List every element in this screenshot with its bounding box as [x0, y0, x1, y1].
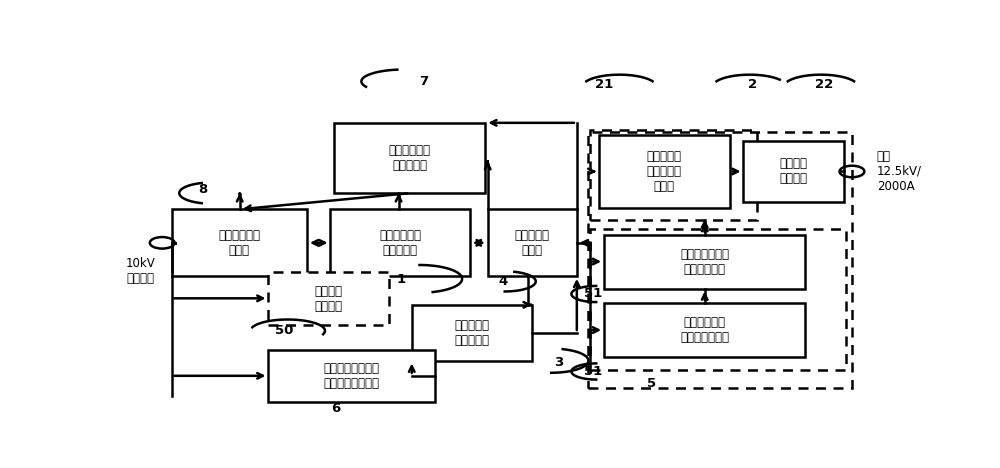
- Text: 静止无功补偿
及有源滤波部件: 静止无功补偿 及有源滤波部件: [680, 316, 729, 344]
- Text: 21: 21: [595, 79, 613, 91]
- Bar: [334, 123, 485, 193]
- Text: 8: 8: [198, 183, 207, 196]
- Bar: [590, 229, 846, 370]
- Bar: [412, 305, 532, 361]
- Text: 4: 4: [499, 275, 508, 288]
- Bar: [330, 209, 470, 276]
- Text: 51: 51: [584, 365, 602, 378]
- Bar: [488, 209, 577, 276]
- Text: 直流融冰装
置总控制器: 直流融冰装 置总控制器: [454, 319, 489, 347]
- Text: 6: 6: [331, 402, 340, 415]
- Text: 50: 50: [275, 324, 294, 337]
- Bar: [743, 141, 844, 202]
- Text: 5: 5: [647, 377, 657, 390]
- Bar: [604, 234, 805, 289]
- Bar: [268, 350, 435, 402]
- Bar: [604, 303, 805, 357]
- Text: 51: 51: [584, 287, 602, 300]
- Text: 低谐波直流
融冰电压转
换部件: 低谐波直流 融冰电压转 换部件: [647, 150, 682, 193]
- Bar: [268, 272, 388, 325]
- Text: 定阻抗低损耗
连接变压器: 定阻抗低损耗 连接变压器: [379, 229, 421, 256]
- Text: 运行模式转
换装置: 运行模式转 换装置: [515, 229, 550, 256]
- Text: 部件故障分析
与诊断装置: 部件故障分析 与诊断装置: [389, 144, 431, 172]
- Text: 1: 1: [396, 273, 405, 286]
- Bar: [588, 132, 852, 388]
- Text: 融冰线路
切换装置: 融冰线路 切换装置: [780, 157, 808, 185]
- Text: 静止无功补偿及
有源滤波部件: 静止无功补偿及 有源滤波部件: [680, 248, 729, 276]
- Bar: [172, 209, 307, 276]
- Text: 3: 3: [554, 356, 564, 369]
- Text: 10kV
交流母线: 10kV 交流母线: [126, 257, 155, 285]
- Text: 过流及过压保
护装置: 过流及过压保 护装置: [218, 229, 260, 256]
- Bar: [590, 130, 757, 220]
- Bar: [599, 135, 730, 207]
- Text: 2: 2: [748, 79, 757, 91]
- Text: 电容器与
电抗器组: 电容器与 电抗器组: [314, 285, 342, 313]
- Text: 直流
12.5kV/
2000A: 直流 12.5kV/ 2000A: [877, 150, 922, 193]
- Text: 变电站母线电流及
电压信号采集装置: 变电站母线电流及 电压信号采集装置: [324, 362, 380, 390]
- Text: 22: 22: [815, 79, 833, 91]
- Text: 7: 7: [419, 75, 428, 88]
